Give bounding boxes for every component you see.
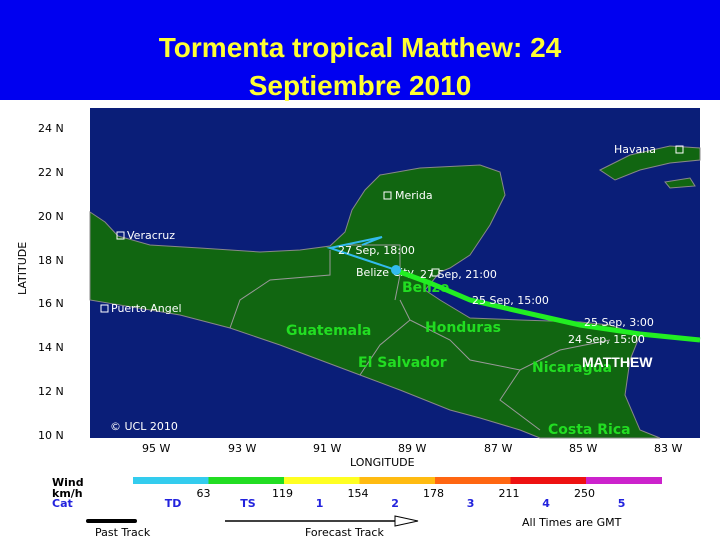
y-axis-label: LATITUDE bbox=[16, 242, 29, 295]
wind-color-segment bbox=[510, 477, 587, 484]
track-label: 25 Sep, 15:00 bbox=[472, 294, 549, 307]
x-axis-label: LONGITUDE bbox=[350, 456, 415, 469]
wind-color-bar bbox=[133, 477, 662, 484]
category-label: TS bbox=[240, 497, 256, 510]
wind-color-segment bbox=[284, 477, 360, 484]
wind-label: Wind bbox=[52, 476, 84, 489]
city-markers: Havana Merida Veracruz Belize City Puert… bbox=[100, 143, 684, 315]
country-label: Guatemala bbox=[286, 323, 371, 339]
svg-text:18 N: 18 N bbox=[38, 254, 64, 267]
svg-text:85 W: 85 W bbox=[569, 442, 597, 455]
svg-text:Veracruz: Veracruz bbox=[127, 229, 175, 242]
svg-text:16 N: 16 N bbox=[38, 297, 64, 310]
country-label: Nicaragua bbox=[532, 360, 612, 376]
track-label: 27 Sep, 21:00 bbox=[420, 268, 497, 281]
category-label: 2 bbox=[391, 497, 399, 510]
category-label: 4 bbox=[542, 497, 550, 510]
country-label: El Salvador bbox=[358, 355, 447, 371]
storm-name-label: MATTHEW bbox=[582, 354, 653, 370]
svg-text:87 W: 87 W bbox=[484, 442, 512, 455]
country-borders bbox=[229, 244, 611, 431]
title-line-2: Septiembre 2010 bbox=[248, 70, 472, 101]
copyright: © UCL 2010 bbox=[110, 420, 178, 433]
category-label: TD bbox=[165, 497, 182, 510]
lon-ticks: 95 W 93 W 91 W 89 W 87 W 85 W 83 W bbox=[142, 442, 682, 455]
unit-label: km/h bbox=[52, 487, 83, 500]
forecast-track-label: Forecast Track bbox=[305, 526, 384, 539]
wind-color-segment bbox=[586, 477, 662, 484]
past-track-line bbox=[399, 269, 701, 343]
svg-text:24 N: 24 N bbox=[38, 122, 64, 135]
svg-text:10 N: 10 N bbox=[38, 429, 64, 442]
svg-text:93 W: 93 W bbox=[228, 442, 256, 455]
wind-threshold: 119 bbox=[272, 487, 293, 500]
wind-threshold: 154 bbox=[348, 487, 369, 500]
wind-legend: Wind km/h Cat 63 119 154 178 211 250 TD TS 1 2 3 4 5… bbox=[52, 476, 662, 539]
past-track-label: Past Track bbox=[95, 526, 151, 539]
category-label: 5 bbox=[618, 497, 626, 510]
land-island bbox=[664, 177, 696, 189]
svg-text:Merida: Merida bbox=[395, 189, 433, 202]
track-label: 27 Sep, 18:00 bbox=[338, 244, 415, 257]
country-label: Honduras bbox=[425, 320, 501, 336]
svg-text:22 N: 22 N bbox=[38, 166, 64, 179]
track-label: 24 Sep, 15:00 bbox=[568, 333, 645, 346]
svg-text:Puerto Angel: Puerto Angel bbox=[111, 302, 182, 315]
wind-threshold: 63 bbox=[197, 487, 211, 500]
title-line-1: Tormenta tropical Matthew: 24 bbox=[158, 32, 562, 63]
wind-color-segment bbox=[208, 477, 285, 484]
slide-title: Tormenta tropical Matthew: 24 Septiembre… bbox=[0, 0, 720, 101]
wind-color-segment bbox=[359, 477, 436, 484]
forecast-track-line bbox=[326, 236, 397, 271]
svg-text:89 W: 89 W bbox=[398, 442, 426, 455]
category-label: 3 bbox=[467, 497, 475, 510]
cat-label: Cat bbox=[52, 497, 73, 510]
category-label: 1 bbox=[316, 497, 324, 510]
svg-text:14 N: 14 N bbox=[38, 341, 64, 354]
track-label: 25 Sep, 3:00 bbox=[584, 316, 654, 329]
wind-threshold: 250 bbox=[574, 487, 595, 500]
wind-color-segment bbox=[435, 477, 511, 484]
svg-text:20 N: 20 N bbox=[38, 210, 64, 223]
svg-text:83 W: 83 W bbox=[654, 442, 682, 455]
svg-text:95 W: 95 W bbox=[142, 442, 170, 455]
wind-threshold: 178 bbox=[423, 487, 444, 500]
lat-ticks: 24 N 22 N 20 N 18 N 16 N 14 N 12 N 10 N bbox=[38, 122, 64, 442]
country-label: Costa Rica bbox=[548, 422, 631, 438]
storm-position-marker bbox=[391, 265, 401, 275]
svg-text:12 N: 12 N bbox=[38, 385, 64, 398]
forecast-arrow-icon bbox=[394, 515, 419, 527]
wind-threshold: 211 bbox=[499, 487, 520, 500]
times-note: All Times are GMT bbox=[522, 516, 622, 529]
svg-text:91 W: 91 W bbox=[313, 442, 341, 455]
svg-text:Havana: Havana bbox=[614, 143, 656, 156]
storm-track-map: 24 N 22 N 20 N 18 N 16 N 14 N 12 N 10 N … bbox=[16, 108, 701, 469]
land-cuba bbox=[599, 145, 701, 181]
wind-color-segment bbox=[133, 477, 209, 484]
